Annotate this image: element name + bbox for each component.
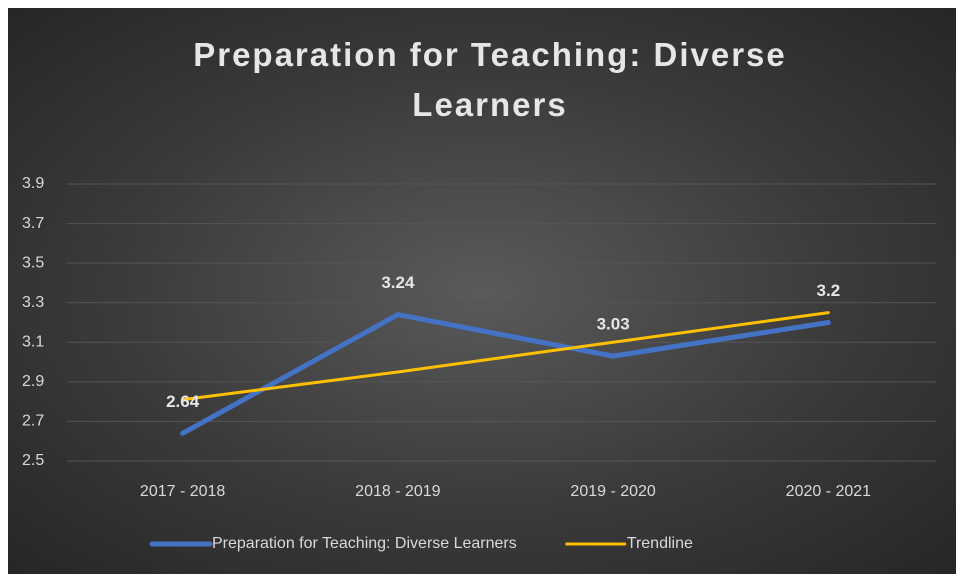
data-label: 3.03 (597, 315, 630, 334)
chart-area (8, 8, 956, 574)
y-tick-label: 2.9 (22, 373, 44, 390)
chart-title: Preparation for Teaching: Diverse Learne… (193, 36, 787, 123)
y-tick-label: 3.7 (22, 215, 44, 232)
x-tick-label: 2018 - 2019 (355, 483, 441, 500)
y-tick-label: 3.5 (22, 254, 44, 271)
legend-label: Preparation for Teaching: Diverse Learne… (212, 535, 517, 552)
y-tick-label: 2.7 (22, 413, 44, 430)
data-label: 2.64 (166, 392, 200, 411)
x-tick-label: 2017 - 2018 (140, 483, 226, 500)
data-label: 3.2 (817, 281, 841, 300)
series-line (180, 312, 831, 436)
series-line (181, 311, 830, 402)
x-tick-label: 2019 - 2020 (570, 483, 656, 500)
y-tick-label: 3.1 (22, 334, 44, 351)
data-label: 3.24 (381, 273, 415, 292)
y-tick-label: 3.9 (22, 175, 44, 192)
legend-label: Trendline (627, 535, 693, 552)
x-tick-label: 2020 - 2021 (786, 483, 872, 500)
y-tick-label: 3.3 (22, 294, 44, 311)
y-tick-label: 2.5 (22, 452, 44, 469)
